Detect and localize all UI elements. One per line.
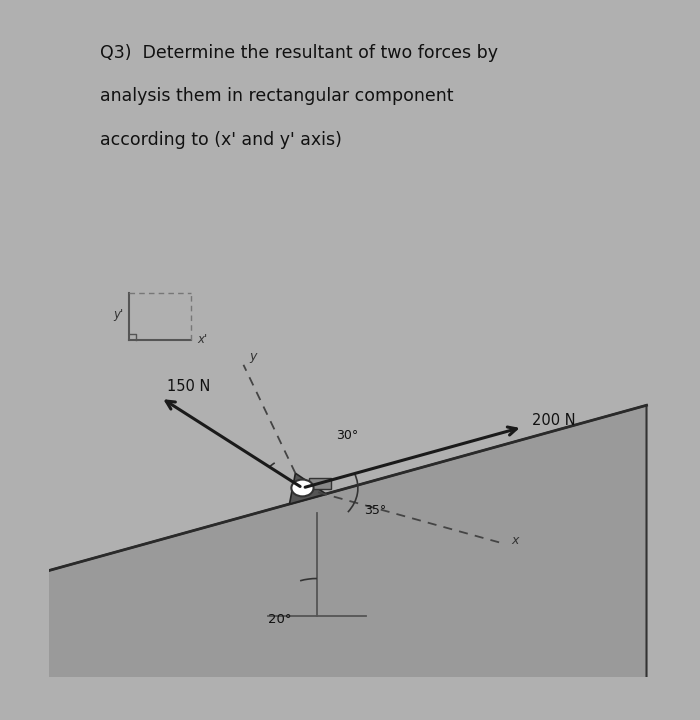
Text: Q3)  Determine the resultant of two forces by: Q3) Determine the resultant of two force… xyxy=(99,43,498,61)
FancyBboxPatch shape xyxy=(309,477,331,489)
Text: x: x xyxy=(511,534,519,547)
Text: y: y xyxy=(250,350,257,363)
Text: y': y' xyxy=(113,307,124,320)
Polygon shape xyxy=(31,405,647,700)
Text: 20°: 20° xyxy=(267,613,291,626)
Text: analysis them in rectangular component: analysis them in rectangular component xyxy=(99,87,454,105)
Text: x': x' xyxy=(197,333,207,346)
Text: 35°: 35° xyxy=(364,504,386,517)
Polygon shape xyxy=(290,473,326,504)
Text: 150 N: 150 N xyxy=(167,379,211,394)
Circle shape xyxy=(291,480,314,496)
Text: 200 N: 200 N xyxy=(532,413,575,428)
Text: according to (x' and y' axis): according to (x' and y' axis) xyxy=(99,131,342,149)
Text: 30°: 30° xyxy=(336,429,358,442)
